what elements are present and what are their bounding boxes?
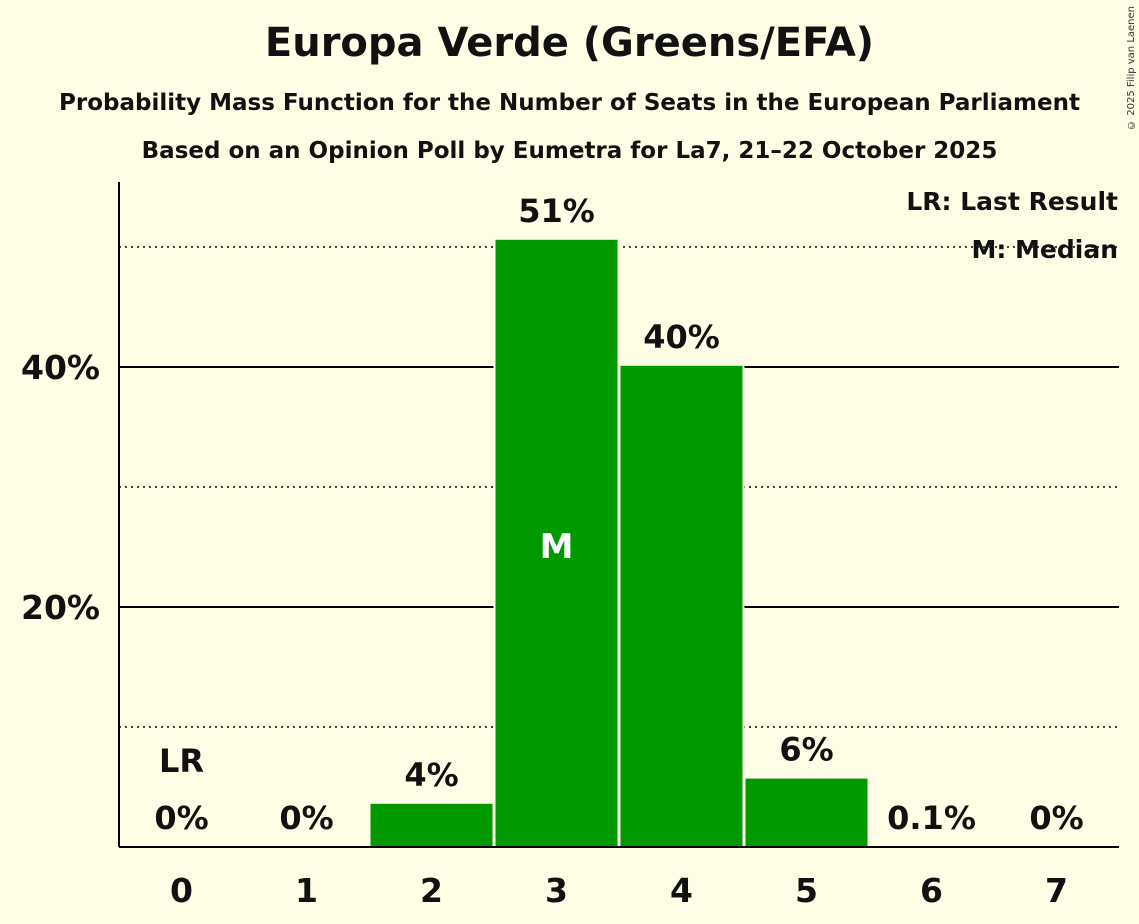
data-label: 51% bbox=[518, 192, 595, 230]
legend-entry: M: Median bbox=[971, 235, 1118, 264]
data-label: 4% bbox=[404, 756, 458, 794]
data-label: 0% bbox=[154, 799, 208, 837]
x-tick-label: 1 bbox=[295, 871, 318, 910]
bar-seat-3 bbox=[495, 239, 618, 848]
x-tick-label: 0 bbox=[170, 871, 193, 910]
x-tick-label: 3 bbox=[545, 871, 568, 910]
bar-gap-left bbox=[743, 778, 746, 847]
data-label: 40% bbox=[643, 318, 720, 356]
chart-subtitle: Probability Mass Function for the Number… bbox=[59, 90, 1080, 116]
x-tick-label: 7 bbox=[1045, 871, 1068, 910]
x-tick-label: 5 bbox=[795, 871, 818, 910]
last-result-marker: LR bbox=[159, 742, 204, 780]
y-tick-label: 20% bbox=[21, 588, 100, 627]
bar-seat-5 bbox=[745, 778, 868, 847]
bar-seat-4 bbox=[620, 365, 743, 847]
y-tick-label: 40% bbox=[21, 348, 100, 387]
bar-gap-right bbox=[867, 778, 870, 847]
chart-source: Based on an Opinion Poll by Eumetra for … bbox=[141, 138, 998, 164]
data-label: 0% bbox=[279, 799, 333, 837]
bar-gap-left bbox=[368, 803, 371, 847]
x-tick-label: 4 bbox=[670, 871, 693, 910]
bar-gap-left bbox=[493, 239, 496, 848]
bar-seat-2 bbox=[370, 803, 493, 847]
x-tick-label: 6 bbox=[920, 871, 943, 910]
x-tick-label: 2 bbox=[420, 871, 443, 910]
median-marker: M bbox=[540, 527, 574, 567]
bar-gap-right bbox=[742, 365, 745, 847]
data-label: 0.1% bbox=[887, 799, 976, 837]
chart-title: Europa Verde (Greens/EFA) bbox=[264, 20, 875, 66]
data-label: 0% bbox=[1029, 799, 1083, 837]
legend-entry: LR: Last Result bbox=[906, 187, 1118, 216]
data-label: 6% bbox=[779, 731, 833, 769]
bar-gap-left bbox=[618, 365, 621, 847]
